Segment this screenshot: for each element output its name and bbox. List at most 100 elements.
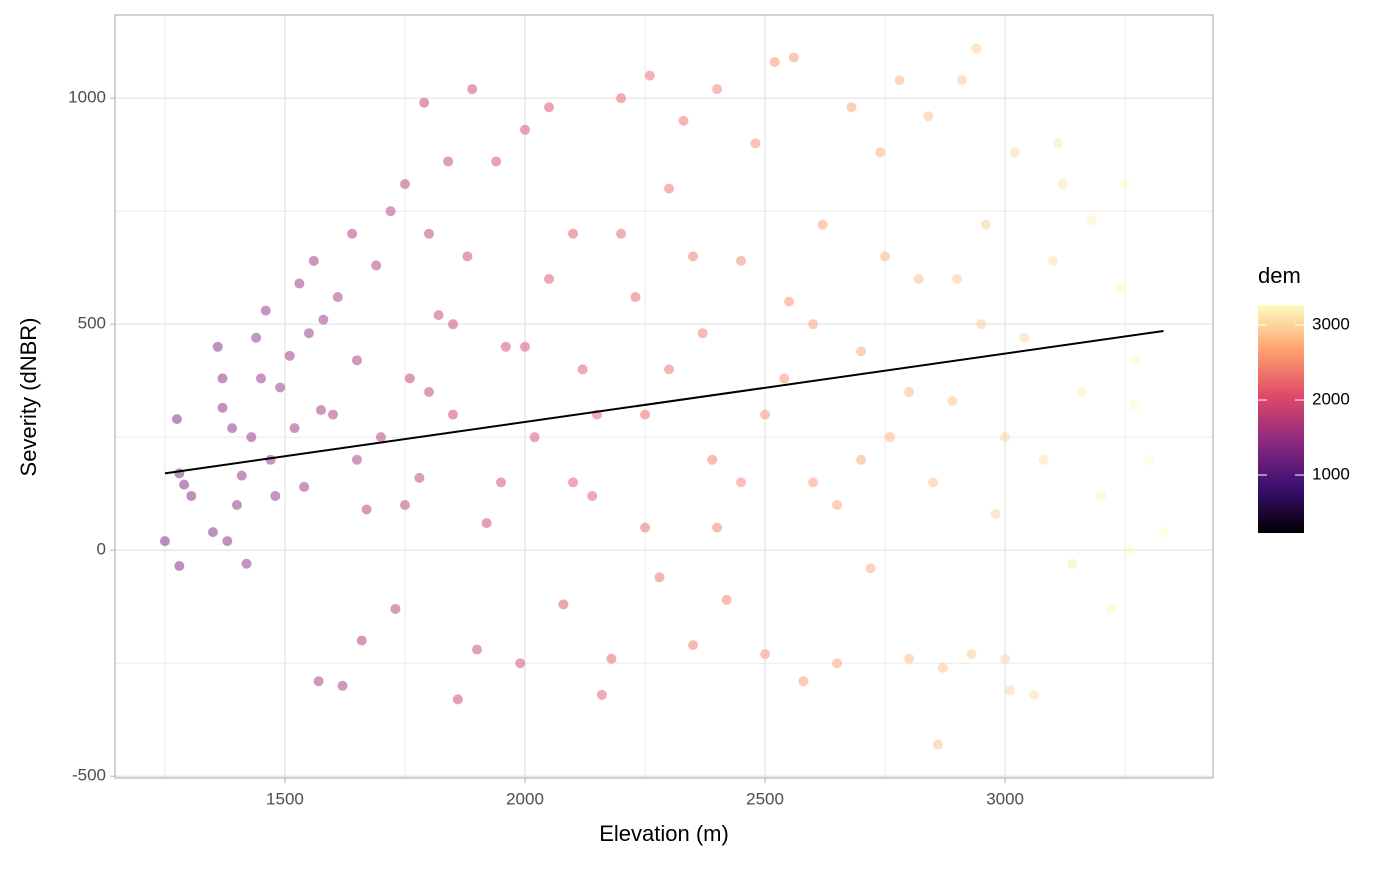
point xyxy=(587,490,598,501)
point xyxy=(515,658,526,669)
point xyxy=(299,481,310,492)
point xyxy=(894,75,905,86)
y-tick-label: 0 xyxy=(97,540,106,559)
point xyxy=(260,305,271,316)
point xyxy=(308,255,319,266)
point xyxy=(947,396,958,407)
point xyxy=(500,341,511,352)
point xyxy=(356,635,367,646)
point xyxy=(496,477,507,488)
colorbar-label: 1000 xyxy=(1312,465,1350,484)
point xyxy=(284,350,295,361)
point xyxy=(664,364,675,375)
point xyxy=(217,373,228,384)
y-tick-label: 1000 xyxy=(68,88,106,107)
point xyxy=(236,470,247,481)
point xyxy=(784,296,795,307)
point xyxy=(932,739,943,750)
point xyxy=(313,676,324,687)
point xyxy=(750,138,761,149)
point xyxy=(529,432,540,443)
colorbar-label: 2000 xyxy=(1312,390,1350,409)
point xyxy=(856,454,867,465)
point xyxy=(1019,332,1030,343)
point xyxy=(736,255,747,266)
point xyxy=(923,111,934,122)
point xyxy=(568,477,579,488)
point xyxy=(467,84,478,95)
point xyxy=(491,156,502,167)
point xyxy=(231,499,242,510)
point xyxy=(399,179,410,190)
point xyxy=(697,328,708,339)
point xyxy=(644,70,655,81)
point xyxy=(399,499,410,510)
point xyxy=(246,432,257,443)
point xyxy=(1048,255,1059,266)
point xyxy=(227,423,238,434)
x-tick-label: 1500 xyxy=(266,789,304,808)
x-tick-label: 2000 xyxy=(506,789,544,808)
point xyxy=(616,93,627,104)
point xyxy=(712,522,723,533)
point xyxy=(880,251,891,262)
point xyxy=(332,292,343,303)
point xyxy=(1115,283,1126,294)
point xyxy=(423,386,434,397)
point xyxy=(875,147,886,158)
colorbar-label: 3000 xyxy=(1312,315,1350,334)
x-axis-title: Elevation (m) xyxy=(599,821,729,846)
point xyxy=(390,603,401,614)
point xyxy=(1124,545,1135,556)
point xyxy=(884,432,895,443)
point xyxy=(928,477,939,488)
x-tick-label: 2500 xyxy=(746,789,784,808)
point xyxy=(1067,558,1078,569)
point xyxy=(832,499,843,510)
point xyxy=(433,310,444,321)
x-tick-label: 3000 xyxy=(986,789,1024,808)
point xyxy=(294,278,305,289)
point xyxy=(788,52,799,63)
point xyxy=(760,409,771,420)
point xyxy=(315,405,326,416)
point xyxy=(688,640,699,651)
point xyxy=(1076,386,1087,397)
point xyxy=(980,219,991,230)
point xyxy=(640,409,651,420)
point xyxy=(817,219,828,230)
point xyxy=(212,341,223,352)
point xyxy=(990,509,1001,520)
point xyxy=(976,319,987,330)
point xyxy=(904,653,915,664)
point xyxy=(808,477,819,488)
point xyxy=(419,97,430,108)
point xyxy=(956,75,967,86)
point xyxy=(375,432,386,443)
point xyxy=(558,599,569,610)
point xyxy=(808,319,819,330)
point xyxy=(707,454,718,465)
point xyxy=(966,649,977,660)
point xyxy=(385,206,396,217)
point xyxy=(1086,215,1097,226)
point xyxy=(630,292,641,303)
point xyxy=(452,694,463,705)
point xyxy=(736,477,747,488)
point xyxy=(179,479,190,490)
panel-border xyxy=(114,14,1214,779)
y-tick-label: 500 xyxy=(78,314,106,333)
point xyxy=(1038,454,1049,465)
point xyxy=(447,319,458,330)
point xyxy=(606,653,617,664)
point xyxy=(798,676,809,687)
point xyxy=(688,251,699,262)
point xyxy=(640,522,651,533)
y-axis-title: Severity (dNBR) xyxy=(16,318,41,477)
point xyxy=(241,558,252,569)
point xyxy=(544,102,555,113)
point xyxy=(1105,603,1116,614)
point xyxy=(520,341,531,352)
point xyxy=(327,409,338,420)
